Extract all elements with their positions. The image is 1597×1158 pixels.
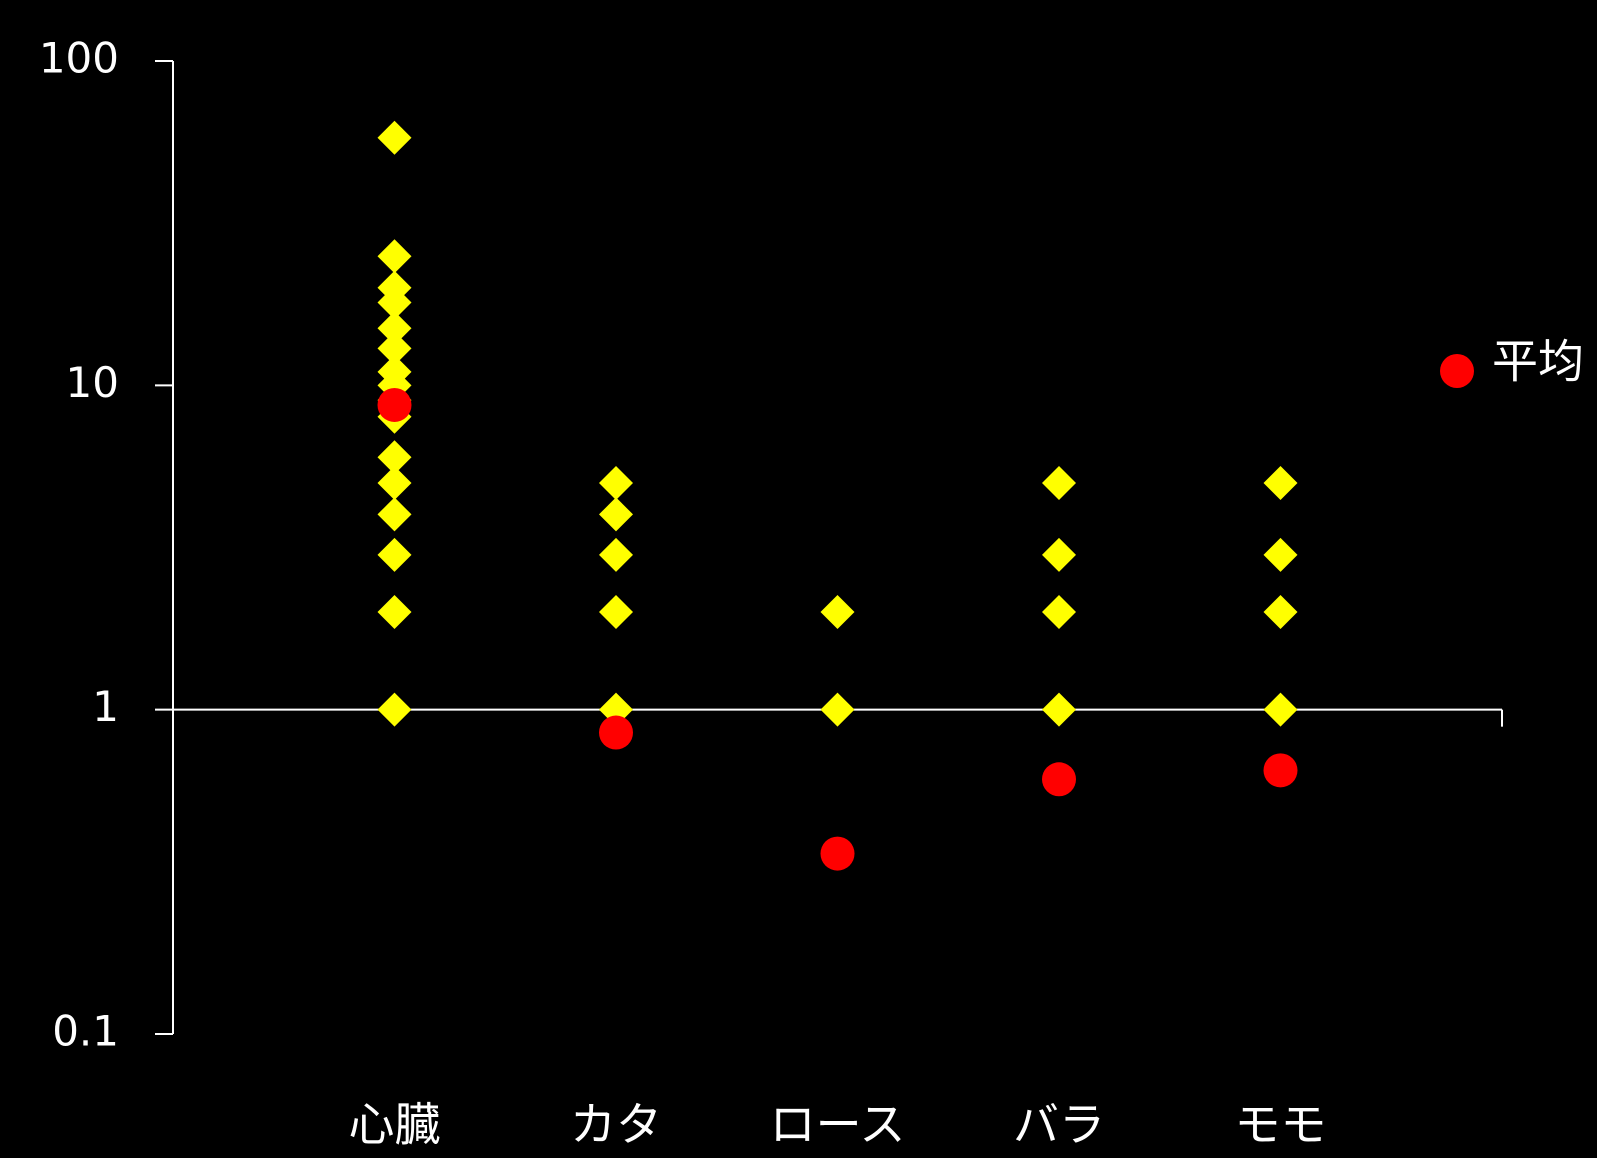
diamond-point	[1042, 595, 1076, 630]
diamond-point	[377, 692, 412, 727]
diamond-point	[820, 692, 855, 727]
diamond-point	[1042, 465, 1076, 500]
mean-point	[1042, 762, 1076, 797]
diamond-point	[377, 537, 412, 572]
diamond-point	[377, 465, 412, 500]
x-tick-label: 心臓	[349, 1098, 441, 1152]
diamond-point	[599, 537, 633, 572]
y-tick-label: 10	[66, 358, 119, 407]
y-tick-label: 1	[92, 682, 119, 731]
diamond-point	[820, 595, 855, 630]
x-tick-label: モモ	[1235, 1098, 1327, 1152]
legend-label: 平均	[1492, 335, 1584, 389]
diamond-point	[377, 497, 412, 532]
diamond-point	[377, 120, 412, 155]
mean-point	[599, 715, 633, 750]
x-tick-label: ロース	[770, 1098, 906, 1152]
mean-point	[820, 836, 855, 871]
y-tick-label: 0.1	[52, 1007, 119, 1056]
diamond-point	[1263, 595, 1298, 630]
diamond-point	[1263, 537, 1298, 572]
diamond-point	[377, 331, 412, 366]
diamond-point	[1042, 537, 1076, 572]
diamond-point	[1263, 465, 1298, 500]
diamond-point	[1042, 692, 1076, 727]
diamond-point	[377, 440, 412, 475]
mean-point	[377, 387, 412, 422]
mean-point	[1263, 753, 1298, 788]
diamond-point	[377, 311, 412, 346]
x-tick-label: バラ	[1013, 1098, 1105, 1152]
diamond-point	[599, 465, 633, 500]
diamond-point	[377, 285, 412, 320]
diamond-point	[599, 595, 633, 630]
diamond-point	[377, 239, 412, 274]
x-tick-label: カタ	[570, 1098, 662, 1152]
legend-marker	[1440, 354, 1474, 388]
diamond-point	[599, 497, 633, 532]
diamond-point	[377, 595, 412, 630]
y-tick-label: 100	[39, 34, 119, 83]
diamond-point	[1263, 692, 1298, 727]
